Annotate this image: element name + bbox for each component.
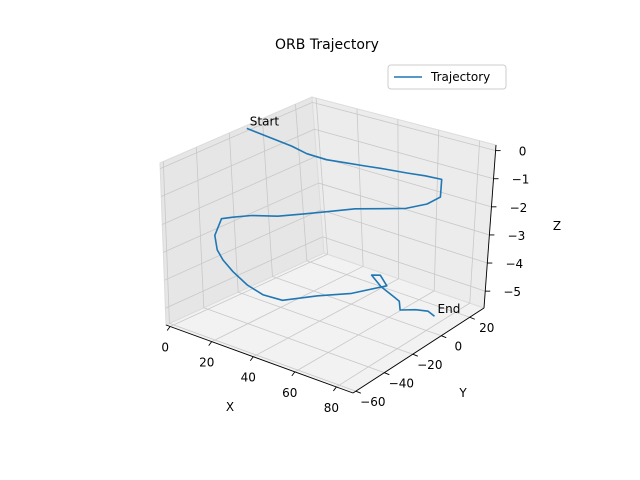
y-gridline (295, 104, 308, 261)
x-gridline (315, 98, 328, 255)
legend-box (387, 64, 507, 90)
y-gridline (228, 132, 239, 293)
z-gridline (314, 128, 494, 180)
x-gridline (356, 108, 364, 267)
x-gridline (211, 266, 364, 342)
x-axis-line (165, 324, 354, 394)
z-gridline (160, 102, 313, 169)
y-gridline (306, 260, 470, 318)
y-gridline (272, 276, 442, 337)
z-gridline (322, 236, 486, 292)
x-tick-label: 40 (241, 371, 256, 385)
x-gridline (169, 253, 328, 327)
x-tick-mark (333, 386, 337, 392)
y-tick-label: −40 (389, 377, 414, 391)
annotation-end: End (438, 302, 461, 316)
y-tick-mark (355, 390, 362, 394)
annotation-start: Start (250, 114, 280, 128)
legend-label: Trajectory (430, 70, 490, 84)
z-tick-label: −1 (512, 173, 530, 187)
z-tick-label: −5 (503, 285, 521, 299)
z-tick-label: 0 (519, 145, 527, 159)
chart-title: ORB Trajectory (275, 37, 379, 53)
y-tick-mark (469, 316, 475, 320)
y-gridline (169, 323, 356, 392)
legend: Trajectory (387, 64, 507, 90)
axis-lines (165, 144, 497, 394)
x-tick-label: 20 (199, 356, 214, 370)
x-tick-mark (166, 326, 171, 331)
annotation-labels: Start End (250, 114, 461, 316)
x-axis-label: X (226, 400, 234, 414)
y-gridline (203, 307, 385, 374)
x-gridline (294, 290, 435, 373)
z-gridline (162, 155, 317, 225)
z-gridline (316, 155, 492, 208)
y-gridline (195, 147, 205, 308)
y-tick-label: −60 (360, 395, 385, 409)
y-tick-label: 0 (454, 340, 462, 354)
z-gridline (161, 128, 315, 197)
x-gridline (433, 130, 440, 291)
y-gridline (237, 291, 413, 355)
z-tick-label: −4 (505, 257, 523, 271)
z-gridline (164, 209, 321, 281)
x-tick-mark (249, 356, 254, 362)
x-tick-label: 60 (282, 386, 297, 400)
tick-labels: 0 20 40 60 80 −60 −40−20 0 20 0 −1 −2 −3 −4 −5 (161, 145, 529, 415)
x-gridline (253, 278, 399, 358)
x-tick-label: 80 (324, 401, 339, 415)
z-gridline (312, 101, 496, 152)
z-gridline (165, 236, 323, 309)
x-gridline (336, 302, 470, 388)
z-tick-label: −2 (510, 201, 528, 215)
y-tick-mark (441, 335, 447, 339)
y-axis-line (352, 307, 485, 394)
z-gridline (320, 209, 488, 264)
y-axis-label: Y (458, 386, 467, 400)
z-axis-label: Z (553, 219, 561, 233)
x-tick-label: 0 (161, 341, 169, 355)
y-tick-label: 20 (479, 321, 494, 335)
trajectory-series (214, 127, 443, 317)
x-gridline (397, 119, 400, 279)
y-tick-mark (384, 372, 390, 376)
y-gridline (162, 161, 170, 324)
y-tick-mark (412, 353, 418, 357)
z-gridline (163, 182, 319, 253)
y-tick-label: −20 (417, 358, 442, 372)
trajectory-line (214, 127, 443, 317)
x-gridline (469, 140, 481, 304)
z-tick-label: −3 (508, 229, 526, 243)
z-axis-line (483, 144, 497, 309)
y-gridline (262, 118, 273, 277)
x-tick-mark (208, 341, 213, 346)
x-tick-mark (291, 371, 296, 377)
